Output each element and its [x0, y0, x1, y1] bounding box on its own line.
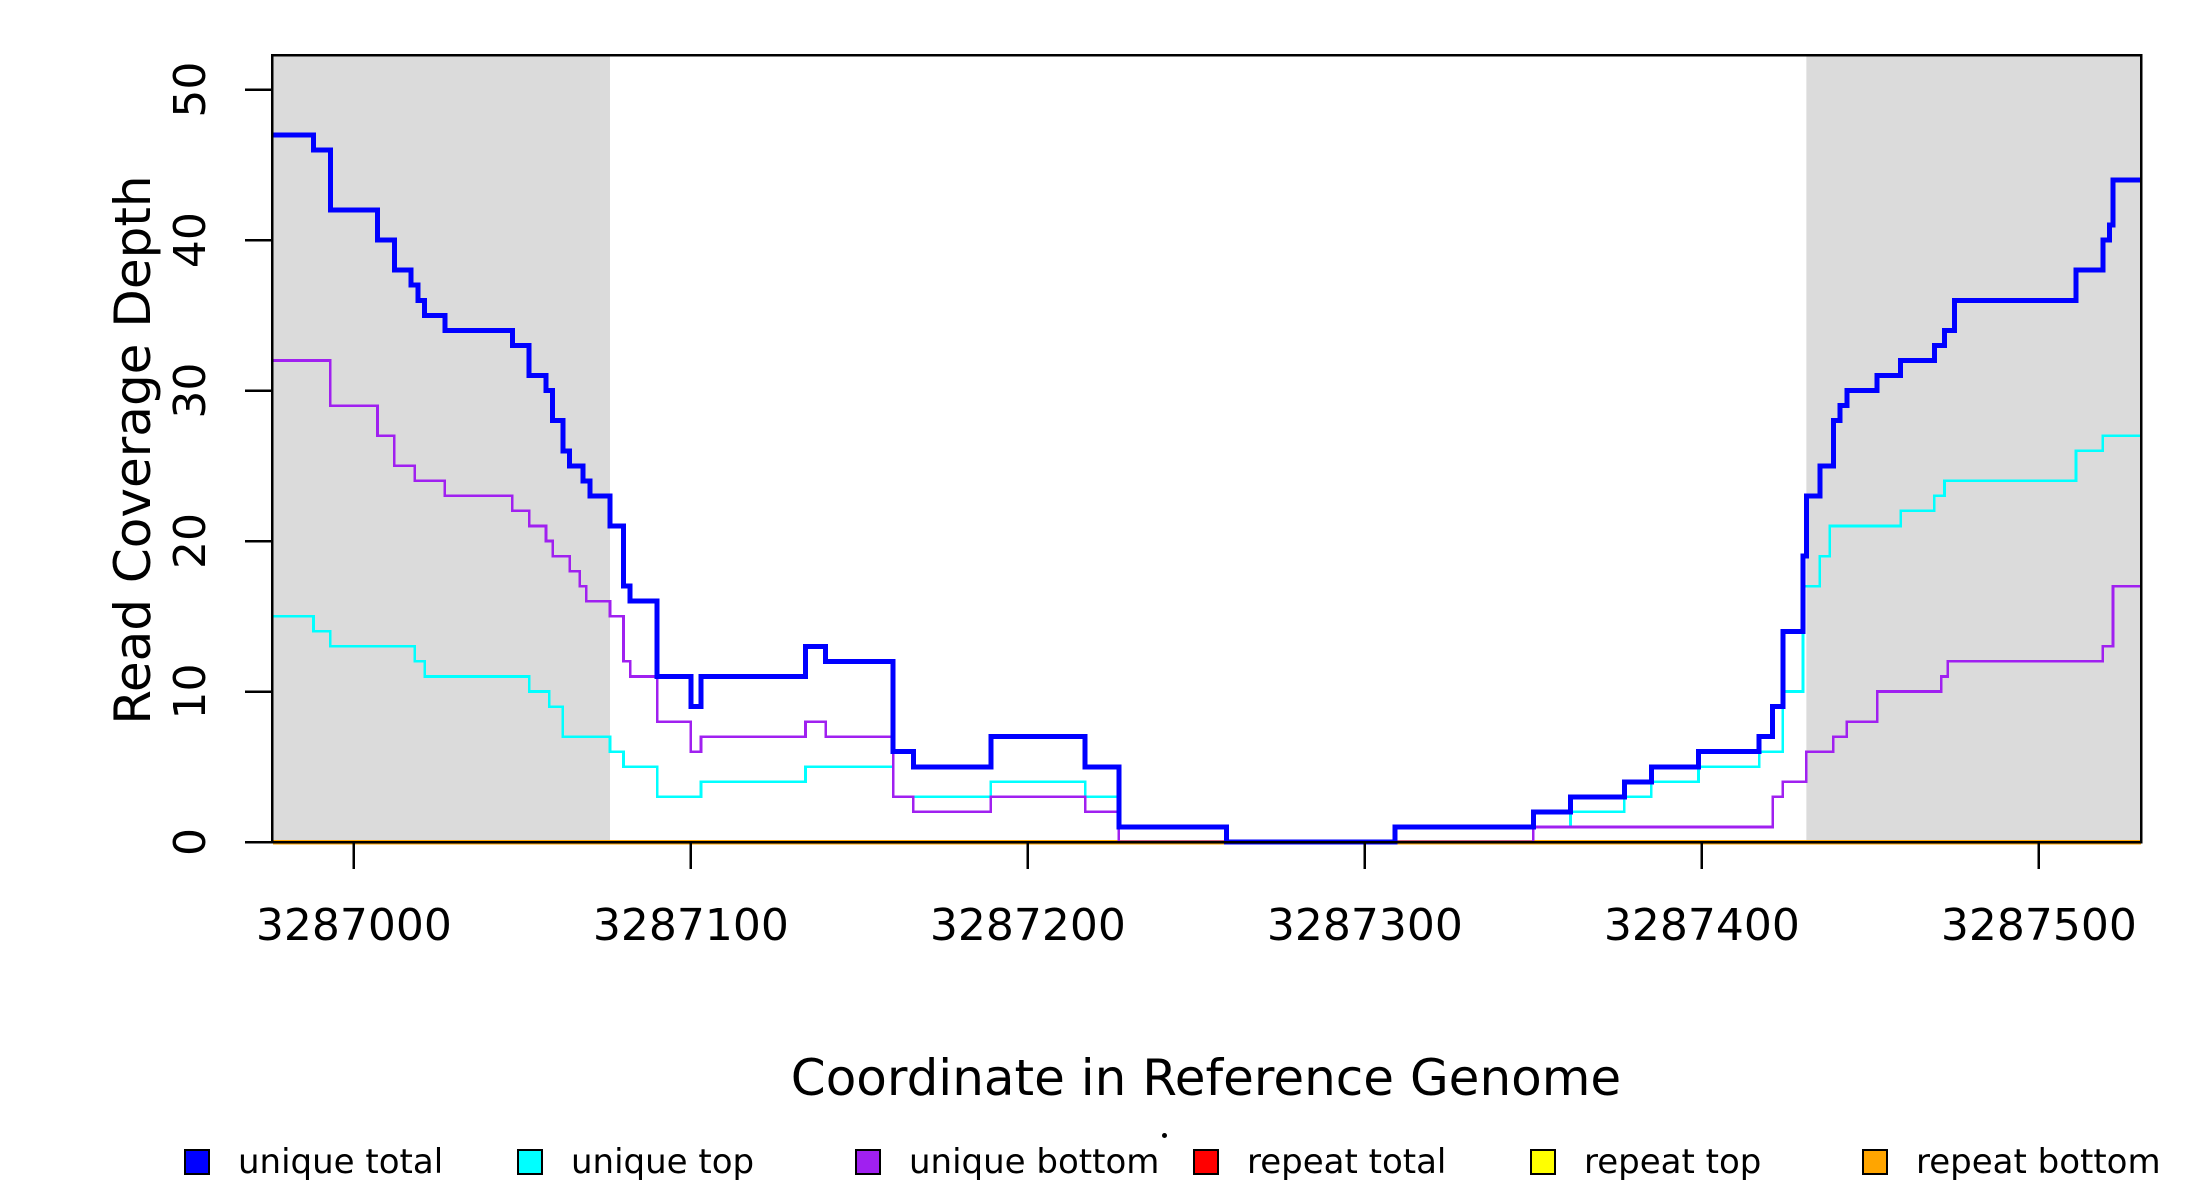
- y-tick-label: 50: [165, 62, 216, 118]
- axis-ticks: [245, 88, 2041, 869]
- x-tick-label: 3287500: [1941, 900, 2137, 951]
- legend-label: unique total: [238, 1142, 444, 1182]
- legend-item-repeat-total: repeat total: [1193, 1140, 1446, 1184]
- unique-top-swatch-icon: [517, 1149, 543, 1175]
- repeat-total-swatch-icon: [1193, 1149, 1219, 1175]
- legend-label: repeat top: [1584, 1142, 1762, 1182]
- legend-label: unique top: [571, 1142, 755, 1182]
- unique-total-swatch-icon: [184, 1149, 210, 1175]
- repeat-bottom-swatch-icon: [1862, 1149, 1888, 1175]
- y-tick-label: 40: [165, 212, 216, 268]
- stray-dot-icon: [1162, 1133, 1167, 1138]
- legend-item-unique-top: unique top: [517, 1140, 754, 1184]
- y-tick-label: 30: [165, 363, 216, 419]
- y-tick-label: 0: [165, 828, 216, 856]
- x-tick-label: 3287100: [593, 900, 789, 951]
- legend-label: repeat bottom: [1916, 1142, 2161, 1182]
- y-axis-title: Read Coverage Depth: [104, 175, 162, 724]
- axis-tick-labels: 3287000 3287100 3287200 3287300 3287400 32875…: [165, 62, 2137, 951]
- legend-item-unique-total: unique total: [184, 1140, 443, 1184]
- legend-item-repeat-top: repeat top: [1530, 1140, 1761, 1184]
- plot-frame: [270, 53, 2143, 844]
- repeat-top-swatch-icon: [1530, 1149, 1556, 1175]
- legend-label: repeat total: [1247, 1142, 1447, 1182]
- x-tick-label: 3287200: [930, 900, 1126, 951]
- y-tick-label: 20: [165, 513, 216, 569]
- x-tick-label: 3287300: [1267, 900, 1463, 951]
- legend-item-unique-bottom: unique bottom: [855, 1140, 1159, 1184]
- shaded-repeat-regions: [272, 55, 2141, 842]
- legend-label: unique bottom: [909, 1142, 1160, 1182]
- y-tick-label: 10: [165, 664, 216, 720]
- unique-bottom-swatch-icon: [855, 1149, 881, 1175]
- x-axis-title: Coordinate in Reference Genome: [791, 1049, 1621, 1107]
- x-tick-label: 3287000: [256, 900, 452, 951]
- x-tick-label: 3287400: [1604, 900, 1800, 951]
- legend-item-repeat-bottom: repeat bottom: [1862, 1140, 2161, 1184]
